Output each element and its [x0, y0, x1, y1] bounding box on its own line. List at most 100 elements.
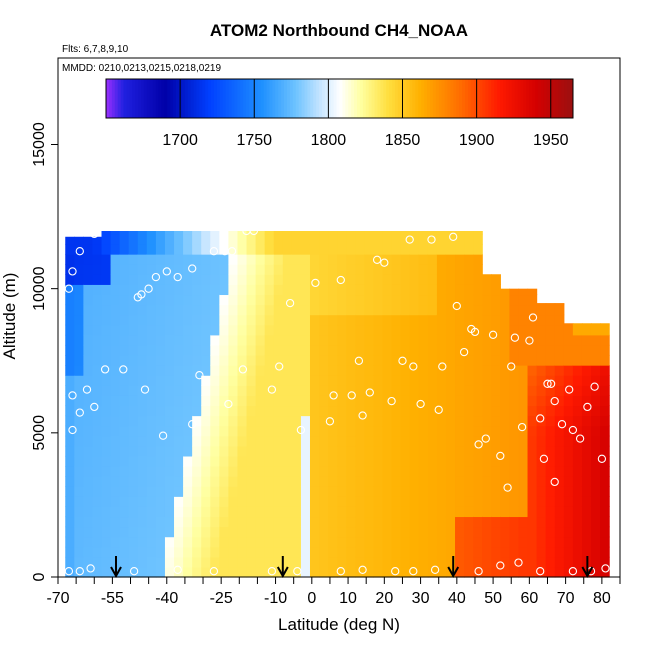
heatmap-cell [300, 465, 311, 477]
heatmap-cell [337, 536, 347, 548]
heatmap-cell [382, 395, 393, 407]
colorbar-segment [316, 79, 320, 118]
heatmap-cell [146, 324, 157, 336]
heatmap-cell [264, 395, 275, 407]
heatmap-cell [155, 231, 166, 235]
heatmap-cell [600, 385, 610, 396]
heatmap-cell [237, 566, 248, 578]
heatmap-cell [291, 405, 302, 417]
heatmap-cell [210, 231, 220, 235]
heatmap-cell [346, 546, 356, 558]
y-tick-label: 10000 [31, 266, 48, 311]
heatmap-cell [291, 566, 302, 578]
colorbar-segment [470, 79, 475, 118]
heatmap-cell [155, 526, 166, 538]
colorbar-segment [485, 79, 489, 118]
heatmap-cell [101, 334, 112, 346]
sample-point [488, 330, 498, 339]
heatmap-cell [83, 375, 94, 386]
colorbar-segment [111, 79, 116, 118]
heatmap-cell [427, 385, 438, 396]
heatmap-cell [418, 435, 429, 447]
heatmap-cell [164, 354, 175, 366]
heatmap-cell [355, 254, 365, 265]
heatmap-cell [337, 556, 347, 568]
sample-point [64, 284, 74, 293]
heatmap-cell [373, 425, 384, 437]
heatmap-cell [545, 486, 556, 497]
colorbar-segment [567, 79, 571, 118]
heatmap-cell [464, 375, 474, 386]
heatmap-cell [192, 465, 202, 477]
heatmap-cell [554, 496, 565, 507]
heatmap-cell [527, 294, 538, 306]
heatmap-cell [282, 435, 293, 447]
heatmap-cell [83, 526, 94, 538]
heatmap-cell [337, 365, 347, 376]
heatmap-cell [491, 294, 501, 306]
heatmap-cell [600, 516, 610, 528]
heatmap-cell [391, 334, 402, 346]
heatmap-cell [527, 314, 538, 326]
heatmap-cell [355, 425, 365, 437]
heatmap-cell [74, 506, 84, 518]
heatmap-cell [427, 445, 438, 457]
heatmap-cell [74, 526, 84, 538]
heatmap-cell [518, 365, 529, 376]
heatmap-cell [246, 516, 257, 528]
x-tick-label: 0 [307, 590, 316, 607]
sample-point [68, 267, 77, 276]
heatmap-cell [545, 304, 556, 316]
heatmap-cell [373, 314, 384, 326]
heatmap-cell [174, 405, 184, 417]
heatmap-cell [128, 231, 139, 235]
heatmap-cell [491, 546, 501, 558]
heatmap-cell [373, 233, 384, 245]
colorbar-tick-label: 1950 [533, 132, 569, 149]
heatmap-cell [309, 375, 320, 386]
heatmap-cell [418, 425, 429, 437]
colorbar-segment [205, 79, 209, 118]
heatmap-cell [464, 395, 474, 407]
x-tick-label: -70 [46, 590, 69, 607]
heatmap-cell [246, 324, 257, 336]
heatmap-cell [110, 496, 121, 507]
heatmap-cell [164, 486, 175, 497]
heatmap-cell [300, 264, 311, 275]
heatmap-cell [246, 264, 257, 275]
heatmap-cell [128, 566, 139, 578]
heatmap-cell [319, 284, 329, 296]
colorbar-segment [170, 79, 174, 118]
heatmap-cell [74, 375, 84, 386]
heatmap-cell [201, 526, 211, 538]
heatmap-cell [536, 405, 547, 417]
heatmap-cell [527, 455, 538, 467]
colorbar-segment [389, 79, 393, 118]
heatmap-cell [482, 526, 492, 538]
heatmap-cell [328, 365, 338, 376]
heatmap-cell [282, 243, 293, 255]
heatmap-cell [500, 566, 511, 578]
heatmap-cell [74, 395, 84, 407]
heatmap-cell [101, 536, 112, 548]
heatmap-cell [101, 243, 112, 255]
heatmap-cell [455, 334, 465, 346]
heatmap-cell [445, 324, 456, 336]
heatmap-cell [210, 445, 220, 457]
heatmap-cell [328, 231, 338, 235]
heatmap-cell [482, 425, 492, 437]
heatmap-cell [155, 324, 166, 336]
heatmap-cell [246, 476, 257, 487]
heatmap-cell [174, 445, 184, 457]
heatmap-cell [65, 455, 75, 467]
heatmap-cell [210, 294, 220, 306]
colorbar-segment [263, 79, 268, 118]
heatmap-cell [473, 314, 483, 326]
heatmap-cell [464, 243, 474, 255]
colorbar-segment [173, 79, 177, 118]
heatmap-cell [600, 334, 610, 346]
heatmap-cell [436, 415, 447, 427]
heatmap-cell [445, 375, 456, 386]
heatmap-cell [65, 496, 75, 507]
colorbar-segment [497, 79, 501, 118]
